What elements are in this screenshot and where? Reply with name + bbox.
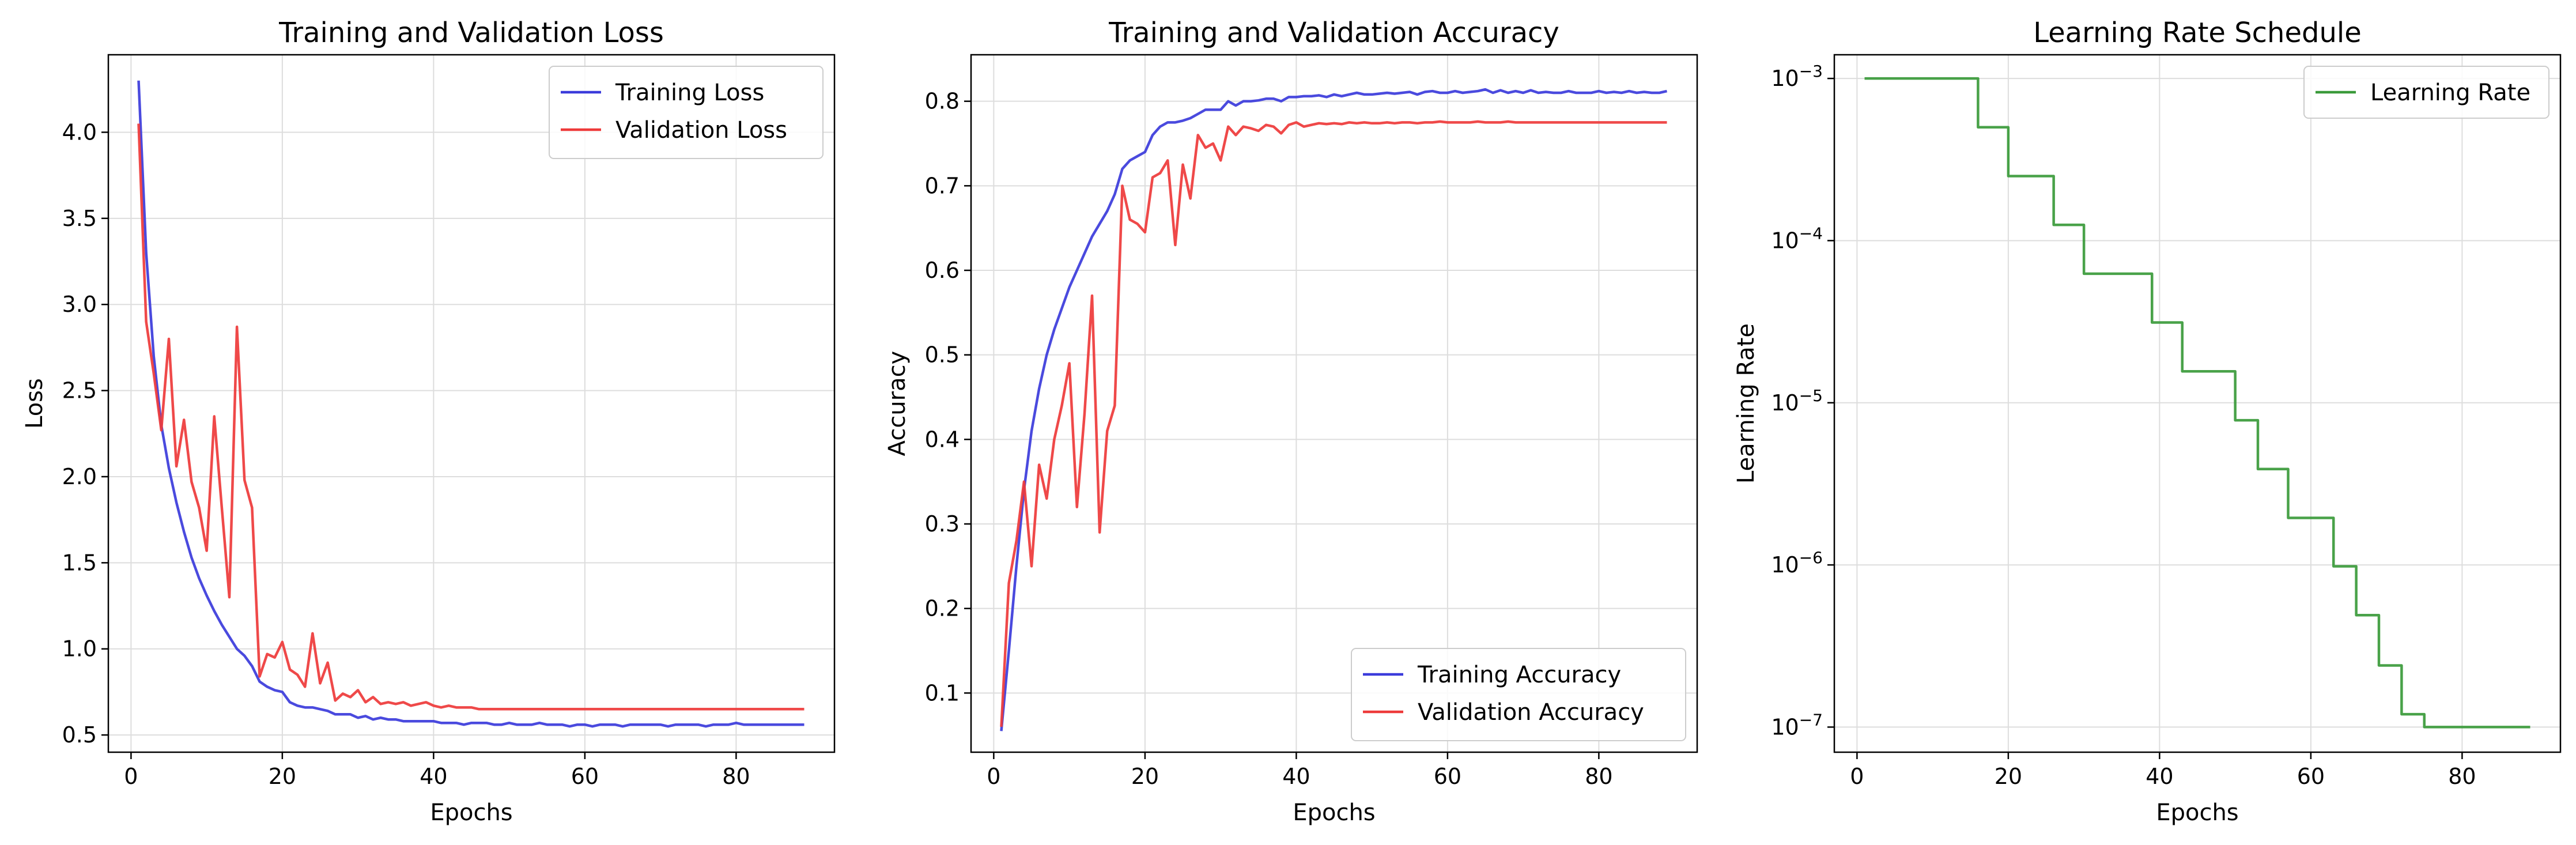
legend-box bbox=[2303, 66, 2549, 119]
chart-title: Learning Rate Schedule bbox=[2033, 17, 2362, 49]
chart-panel-3: 0 20 40 60 80 10−7 10−6 10−5 10−4 10−3 Learning Ra… bbox=[1733, 17, 2562, 826]
chart-panel-2: 0 20 40 60 80 0.1 0.2 0.3 0.4 0.5 0.6 0.7 0.8 Trainin… bbox=[884, 17, 1698, 826]
legend-label: Training Accuracy bbox=[1417, 662, 1621, 688]
x-axis-label: Epochs bbox=[2156, 799, 2238, 826]
x-tick-label: 60 bbox=[1434, 764, 1461, 789]
series-line-validation-loss bbox=[137, 123, 804, 711]
legend-label: Validation Loss bbox=[615, 117, 787, 144]
legend-box bbox=[1351, 648, 1686, 741]
grid-lines bbox=[971, 55, 1697, 752]
legend: Training Loss Validation Loss bbox=[549, 66, 824, 159]
y-tick-label: 0.6 bbox=[925, 258, 960, 283]
x-tick-label: 60 bbox=[571, 764, 599, 789]
y-tick-label: 2.5 bbox=[62, 378, 97, 403]
x-tick-label: 20 bbox=[1131, 764, 1159, 789]
y-tick-label: 10−7 bbox=[1771, 710, 1823, 740]
legend-label: Learning Rate bbox=[2370, 80, 2530, 106]
y-tick-label: 0.7 bbox=[925, 173, 960, 198]
x-tick-label: 20 bbox=[1995, 764, 2022, 789]
plot-frame bbox=[107, 54, 836, 753]
x-tick-label: 80 bbox=[2448, 764, 2476, 789]
y-tick-label: 0.2 bbox=[925, 596, 960, 621]
chart-title: Training and Validation Accuracy bbox=[1108, 17, 1559, 49]
y-tick-label: 3.5 bbox=[62, 206, 97, 231]
x-tick-label: 40 bbox=[420, 764, 447, 789]
y-axis-label: Learning Rate bbox=[1733, 323, 1759, 484]
y-axis-label: Accuracy bbox=[884, 351, 911, 457]
y-tick-label: 0.8 bbox=[925, 89, 960, 114]
x-axis-label: Epochs bbox=[430, 799, 512, 826]
y-tick-label: 1.5 bbox=[62, 550, 97, 575]
y-tick-label: 0.5 bbox=[62, 722, 97, 748]
chart-title: Training and Validation Loss bbox=[278, 17, 664, 49]
legend-label: Training Loss bbox=[615, 80, 764, 106]
y-tick-label: 0.1 bbox=[925, 680, 960, 706]
x-tick-label: 60 bbox=[2297, 764, 2325, 789]
x-tick-label: 80 bbox=[722, 764, 750, 789]
y-tick-label: 0.3 bbox=[925, 511, 960, 537]
grid-lines bbox=[1834, 55, 2560, 752]
y-tick-label: 10−3 bbox=[1771, 62, 1823, 91]
x-tick-label: 0 bbox=[987, 764, 1000, 789]
chart-panel-1: 0 20 40 60 80 0.5 1.0 1.5 2.0 2.5 3.0 3.5 4.0 Trainin… bbox=[21, 17, 836, 826]
x-tick-label: 80 bbox=[1585, 764, 1612, 789]
legend-box bbox=[549, 66, 824, 159]
series-line-training-accuracy bbox=[1000, 88, 1667, 731]
y-tick-label: 10−4 bbox=[1771, 224, 1823, 253]
y-tick-label: 2.0 bbox=[62, 464, 97, 489]
grid-lines bbox=[108, 55, 834, 752]
y-axis-label: Loss bbox=[21, 378, 48, 429]
series-line-validation-accuracy bbox=[1000, 120, 1667, 727]
y-tick-label: 1.0 bbox=[62, 636, 97, 662]
y-tick-label: 10−5 bbox=[1771, 386, 1823, 416]
y-tick-label: 3.0 bbox=[62, 292, 97, 317]
y-tick-label: 0.5 bbox=[925, 342, 960, 368]
x-tick-label: 40 bbox=[2146, 764, 2173, 789]
x-tick-label: 0 bbox=[124, 764, 138, 789]
x-tick-label: 0 bbox=[1850, 764, 1864, 789]
series-line-training-loss bbox=[137, 80, 804, 728]
legend: Training Accuracy Validation Accuracy bbox=[1351, 648, 1686, 741]
x-axis-label: Epochs bbox=[1293, 799, 1375, 826]
legend-label: Validation Accuracy bbox=[1418, 699, 1644, 726]
plot-frame bbox=[970, 54, 1698, 753]
y-tick-label: 4.0 bbox=[62, 119, 97, 145]
y-tick-label: 10−6 bbox=[1771, 548, 1823, 578]
series-line-learning-rate bbox=[1864, 77, 2530, 729]
legend: Learning Rate bbox=[2303, 66, 2549, 119]
y-tick-label: 0.4 bbox=[925, 427, 960, 452]
x-tick-label: 20 bbox=[269, 764, 296, 789]
plot-frame bbox=[1833, 54, 2562, 753]
x-tick-label: 40 bbox=[1282, 764, 1310, 789]
